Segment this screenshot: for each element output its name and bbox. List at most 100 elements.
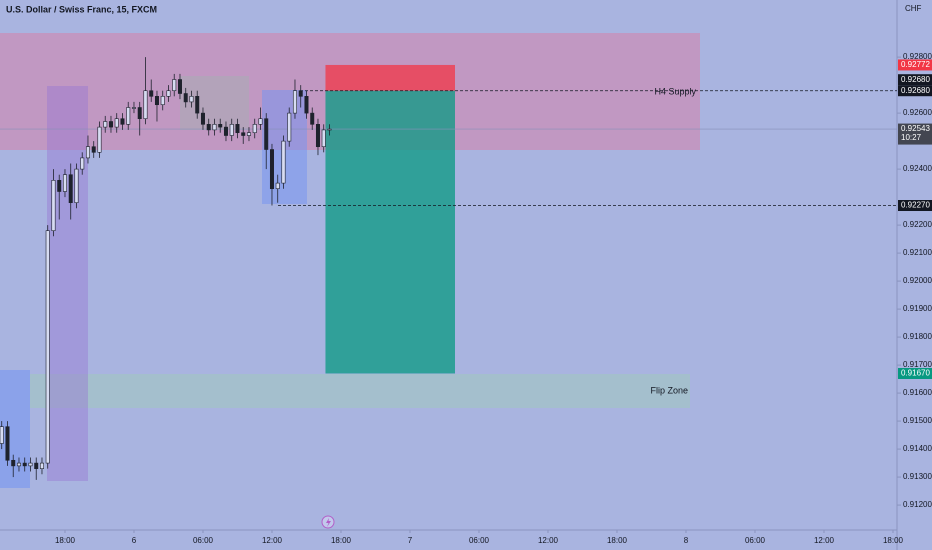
flip-zone <box>30 374 690 408</box>
candle-body <box>252 124 257 134</box>
candle-body <box>5 426 10 461</box>
candle-body <box>160 96 165 106</box>
event-icon-bolt <box>326 518 331 527</box>
candle-body <box>45 230 50 464</box>
candle-body <box>229 124 234 136</box>
candle-body <box>298 90 303 97</box>
x-tick-label: 12:00 <box>262 536 283 545</box>
candle-body <box>28 462 33 467</box>
candle-body <box>137 107 142 120</box>
y-tick-label: 0.91200 <box>903 500 932 509</box>
candle-body <box>315 124 320 148</box>
candle-body <box>292 90 297 114</box>
price-label: 0.92680 <box>901 86 930 95</box>
candle-body <box>189 96 194 103</box>
x-tick-label: 06:00 <box>469 536 490 545</box>
candle-body <box>97 126 102 153</box>
candle-body <box>103 121 108 128</box>
candle-body <box>264 118 269 150</box>
x-tick-label: 12:00 <box>814 536 835 545</box>
candle-body <box>85 146 90 159</box>
candle-body <box>310 112 315 125</box>
candle-body <box>304 96 309 114</box>
candle-body <box>241 132 246 136</box>
candle-body <box>108 121 113 128</box>
x-tick-label: 8 <box>684 536 689 545</box>
price-label: 0.92543 <box>901 124 930 133</box>
impulse-box <box>47 86 88 481</box>
candle-body <box>39 462 44 469</box>
price-label-box <box>898 123 932 145</box>
stop-loss-area <box>325 64 455 91</box>
candle-body <box>57 180 62 192</box>
x-tick-label: 7 <box>408 536 413 545</box>
y-tick-label: 0.91700 <box>903 360 932 369</box>
candle-body <box>0 426 4 444</box>
candle-body <box>62 174 67 192</box>
price-label-box <box>898 200 932 212</box>
x-tick-label: 06:00 <box>193 536 214 545</box>
y-tick-label: 0.92100 <box>903 248 932 257</box>
candle-body <box>172 79 177 92</box>
zone-label: Flip Zone <box>650 385 688 395</box>
candle-body <box>126 107 131 125</box>
candle-body <box>321 129 326 148</box>
candle-body <box>275 182 280 190</box>
price-label-box <box>898 367 932 379</box>
candle-body <box>91 146 96 153</box>
candle-body <box>200 112 205 125</box>
x-tick-label: 18:00 <box>883 536 904 545</box>
price-label: 0.92270 <box>901 201 930 210</box>
y-tick-label: 0.92200 <box>903 220 932 229</box>
candle-body <box>281 140 286 184</box>
candle-body <box>223 126 228 136</box>
candle-body <box>11 459 16 467</box>
y-tick-label: 0.91800 <box>903 332 932 341</box>
y-tick-label: 0.92800 <box>903 52 932 61</box>
y-tick-label: 0.91300 <box>903 472 932 481</box>
x-tick-label: 12:00 <box>538 536 559 545</box>
y-tick-label: 0.91900 <box>903 304 932 313</box>
price-label: 0.92772 <box>901 60 930 69</box>
y-tick-label: 0.92400 <box>903 164 932 173</box>
price-label-box <box>898 59 932 71</box>
candle-body <box>22 462 27 467</box>
candle-body <box>218 124 223 128</box>
take-profit-area <box>325 90 455 374</box>
candle-body <box>114 118 119 128</box>
demand-box <box>0 370 30 488</box>
candle-body <box>206 124 211 131</box>
x-tick-label: 18:00 <box>331 536 352 545</box>
y-axis-label: CHF <box>905 4 922 13</box>
candle-body <box>235 124 240 134</box>
candle-body <box>258 118 263 125</box>
candle-body <box>287 112 292 142</box>
candle-body <box>149 90 154 97</box>
candle-body <box>154 96 159 106</box>
chart-title: U.S. Dollar / Swiss Franc, 15, FXCM <box>6 4 157 14</box>
candle-body <box>269 149 274 190</box>
candle-body <box>177 79 182 94</box>
y-tick-label: 0.92600 <box>903 108 932 117</box>
candle-body <box>166 90 171 97</box>
y-tick-label: 0.91500 <box>903 416 932 425</box>
candle-body <box>74 168 79 204</box>
y-tick-label: 0.91400 <box>903 444 932 453</box>
candle-body <box>16 462 21 467</box>
candle-body <box>183 93 188 103</box>
candle-body <box>34 462 39 469</box>
price-label-box <box>898 74 932 86</box>
candle-body <box>120 118 125 125</box>
candle-body <box>80 157 85 170</box>
candle-body <box>68 174 73 204</box>
candle-body <box>131 107 136 109</box>
price-label: 0.92680 <box>901 75 930 84</box>
candle-body <box>51 180 56 232</box>
zone-label: H4 Supply <box>654 86 696 96</box>
candle-body <box>195 96 200 114</box>
x-tick-label: 6 <box>132 536 137 545</box>
candle-body <box>143 90 148 120</box>
candle-body <box>246 132 251 136</box>
